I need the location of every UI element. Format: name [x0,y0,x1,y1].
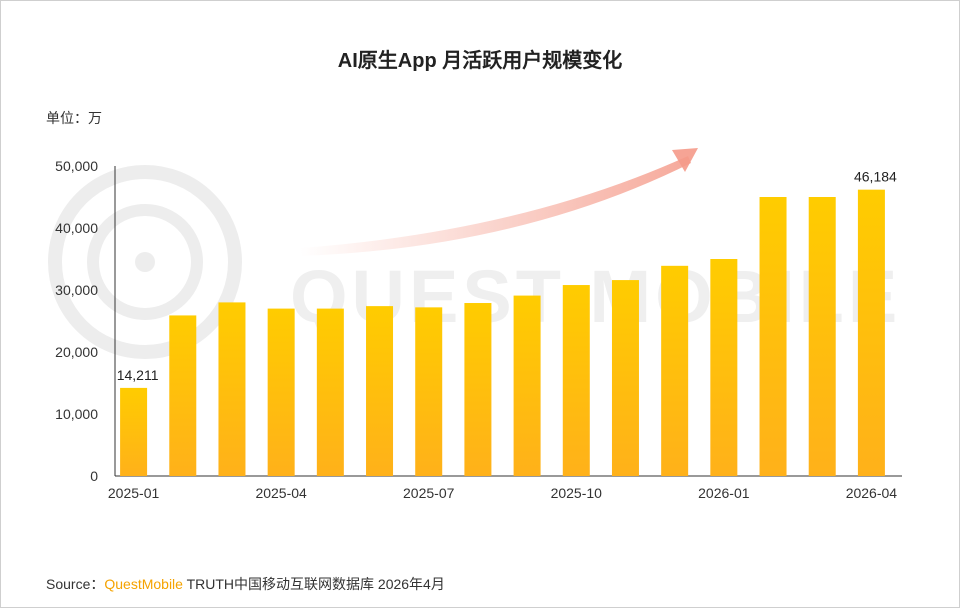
bar-2026-03 [808,197,836,476]
bar-2025-09 [513,295,541,476]
source-rest: TRUTH中国移动互联网数据库 2026年4月 [182,576,445,592]
bars [120,189,885,477]
source-prefix: Source： [46,576,105,592]
unit-label: 单位：万 [46,110,102,126]
bar-2025-02 [169,315,197,476]
y-tick-label: 30,000 [55,282,98,298]
source-note: Source：QuestMobile TRUTH中国移动互联网数据库 2026年… [46,574,445,594]
x-tick-label: 2025-01 [108,485,160,501]
source-brand: QuestMobile [104,576,183,592]
bar-2025-03 [218,302,246,476]
bar-2025-05 [316,308,344,476]
y-tick-label: 40,000 [55,220,98,236]
y-tick-label: 10,000 [55,406,98,422]
growth-arrow-band [300,156,691,256]
bar-2025-07 [415,307,443,476]
bar-2026-01 [710,259,738,476]
data-label: 46,184 [854,169,897,185]
y-tick-label: 20,000 [55,344,98,360]
x-tick-label: 2025-10 [551,485,603,501]
x-tick-label: 2026-01 [698,485,750,501]
growth-arrow-head [672,148,698,172]
x-tick-label: 2026-04 [846,485,898,501]
data-labels: 14,211 46,184 [117,169,897,383]
bar-2025-11 [611,280,639,476]
growth-arrow [300,148,698,256]
watermark-logo-ring [48,165,242,359]
watermark-logo-dot [135,252,155,272]
y-tick-label: 0 [90,468,98,484]
y-tick-labels: 0 10,000 20,000 30,000 40,000 50,000 [55,158,98,484]
x-tick-label: 2025-04 [255,485,307,501]
bar-2025-10 [562,285,590,476]
bar-2026-02 [759,197,787,476]
x-tick-label: 2025-07 [403,485,455,501]
chart-title: AI原生App 月活跃用户规模变化 [337,50,623,72]
bar-2025-08 [464,303,492,476]
bar-2025-12 [661,265,689,476]
watermark-logo-ring-inner [87,204,203,320]
bar-2026-04 [857,189,885,477]
y-tick-label: 50,000 [55,158,98,174]
bar-2025-01 [120,387,148,476]
data-label: 14,211 [117,367,159,383]
bar-2025-04 [267,308,295,476]
bar-2025-06 [366,306,394,476]
x-tick-labels: 2025-01 2025-04 2025-07 2025-10 2026-01 2026-… [108,485,897,501]
